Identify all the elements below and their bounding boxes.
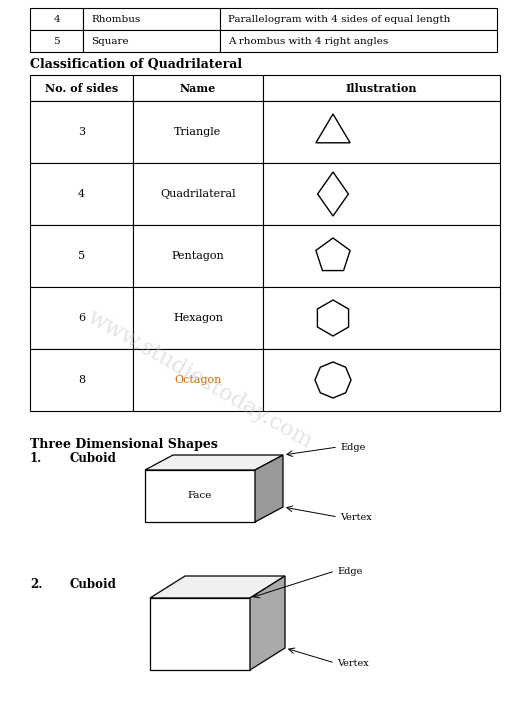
Bar xyxy=(30,163,133,225)
Bar xyxy=(263,163,500,225)
Text: Classification of Quadrilateral: Classification of Quadrilateral xyxy=(30,58,242,71)
Text: Three Dimensional Shapes: Three Dimensional Shapes xyxy=(30,438,218,451)
Polygon shape xyxy=(255,455,283,522)
Text: 5: 5 xyxy=(53,37,60,46)
Text: Vertex: Vertex xyxy=(337,659,369,668)
Text: Hexagon: Hexagon xyxy=(173,313,223,323)
Text: Square: Square xyxy=(91,37,129,46)
Bar xyxy=(30,287,133,349)
Text: Illustration: Illustration xyxy=(346,82,417,93)
Text: Cuboid: Cuboid xyxy=(70,452,117,465)
Bar xyxy=(133,101,263,163)
Bar xyxy=(263,287,500,349)
Bar xyxy=(133,75,263,101)
Bar xyxy=(133,225,263,287)
Text: Edge: Edge xyxy=(340,442,365,451)
Bar xyxy=(263,225,500,287)
Bar xyxy=(30,8,83,30)
Bar xyxy=(263,75,500,101)
Bar xyxy=(83,8,220,30)
Text: Quadrilateral: Quadrilateral xyxy=(160,189,236,199)
Text: Edge: Edge xyxy=(337,567,363,576)
Text: No. of sides: No. of sides xyxy=(45,82,118,93)
Polygon shape xyxy=(145,455,283,470)
Text: Face: Face xyxy=(188,491,212,501)
Bar xyxy=(30,101,133,163)
Text: 3: 3 xyxy=(78,127,85,137)
Bar xyxy=(30,225,133,287)
Polygon shape xyxy=(150,598,250,670)
Polygon shape xyxy=(150,576,285,598)
Text: 2.: 2. xyxy=(30,578,42,591)
Text: Vertex: Vertex xyxy=(340,512,372,522)
Text: 8: 8 xyxy=(78,375,85,385)
Bar xyxy=(133,349,263,411)
Bar xyxy=(30,349,133,411)
Text: 4: 4 xyxy=(53,15,60,23)
Text: 5: 5 xyxy=(78,251,85,261)
Bar xyxy=(263,101,500,163)
Bar xyxy=(133,163,263,225)
Text: Parallelogram with 4 sides of equal length: Parallelogram with 4 sides of equal leng… xyxy=(228,15,450,23)
Bar xyxy=(263,349,500,411)
Text: 6: 6 xyxy=(78,313,85,323)
Polygon shape xyxy=(145,470,255,522)
Text: Octagon: Octagon xyxy=(174,375,222,385)
Bar xyxy=(220,30,497,52)
Text: Triangle: Triangle xyxy=(174,127,222,137)
Bar xyxy=(83,30,220,52)
Bar xyxy=(30,30,83,52)
Text: A rhombus with 4 right angles: A rhombus with 4 right angles xyxy=(228,37,388,46)
Text: Pentagon: Pentagon xyxy=(172,251,224,261)
Bar xyxy=(133,287,263,349)
Text: Name: Name xyxy=(180,82,216,93)
Bar xyxy=(30,75,133,101)
Text: 4: 4 xyxy=(78,189,85,199)
Text: Rhombus: Rhombus xyxy=(91,15,140,23)
Bar xyxy=(220,8,497,30)
Text: www.studiestoday.com: www.studiestoday.com xyxy=(84,307,316,453)
Polygon shape xyxy=(250,576,285,670)
Text: Cuboid: Cuboid xyxy=(70,578,117,591)
Text: 1.: 1. xyxy=(30,452,42,465)
